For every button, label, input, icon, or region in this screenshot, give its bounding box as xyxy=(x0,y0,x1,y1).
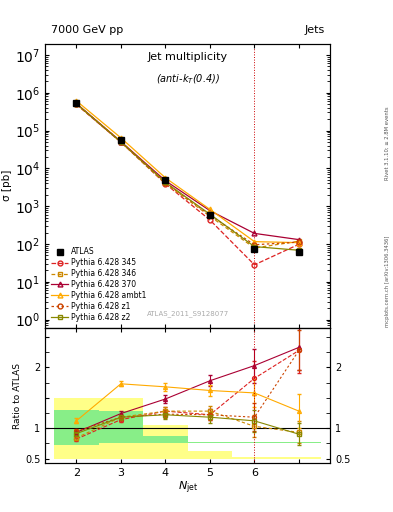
X-axis label: $N_\mathrm{jet}$: $N_\mathrm{jet}$ xyxy=(178,480,198,496)
Text: Jets: Jets xyxy=(304,25,325,35)
Text: mcplots.cern.ch [arXiv:1306.3436]: mcplots.cern.ch [arXiv:1306.3436] xyxy=(385,236,389,327)
Legend: ATLAS, Pythia 6.428 345, Pythia 6.428 346, Pythia 6.428 370, Pythia 6.428 ambt1,: ATLAS, Pythia 6.428 345, Pythia 6.428 34… xyxy=(49,245,149,324)
Text: ATLAS_2011_S9128077: ATLAS_2011_S9128077 xyxy=(147,310,229,316)
Y-axis label: Ratio to ATLAS: Ratio to ATLAS xyxy=(13,362,22,429)
Text: 7000 GeV pp: 7000 GeV pp xyxy=(51,25,123,35)
Text: Rivet 3.1.10; ≥ 2.8M events: Rivet 3.1.10; ≥ 2.8M events xyxy=(385,106,389,180)
Text: Jet multiplicity: Jet multiplicity xyxy=(148,52,228,62)
Text: (anti-$k_T$(0.4)): (anti-$k_T$(0.4)) xyxy=(156,72,220,86)
Y-axis label: σ [pb]: σ [pb] xyxy=(2,170,12,201)
